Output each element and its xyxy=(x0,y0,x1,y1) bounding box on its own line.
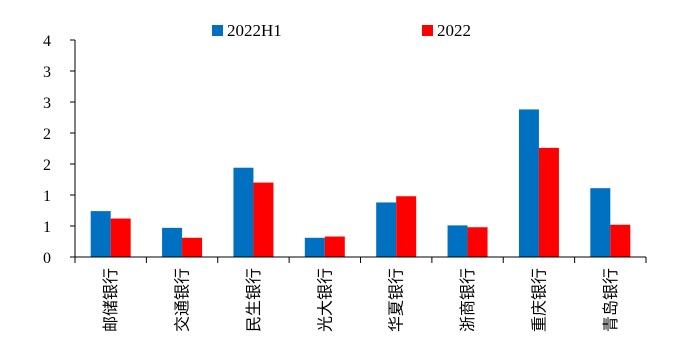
bar-2022-民生银行 xyxy=(253,182,274,257)
x-tick-label: 光大银行 xyxy=(315,268,334,332)
y-tick-label: 2 xyxy=(43,157,51,174)
y-tick-label: 2 xyxy=(43,126,51,143)
y-tick-label: 3 xyxy=(43,64,51,81)
y-tick-label: 0 xyxy=(43,250,51,267)
bar-2022-交通银行 xyxy=(182,237,203,257)
x-tick-label: 邮储银行 xyxy=(101,268,120,332)
y-tick-label: 3 xyxy=(43,95,51,112)
legend-label: 2022H1 xyxy=(227,21,282,40)
bar-2022-邮储银行 xyxy=(110,218,131,257)
x-tick-label: 民生银行 xyxy=(244,268,263,332)
bar-2022H1-青岛银行 xyxy=(590,188,611,257)
bar-2022H1-光大银行 xyxy=(304,237,325,257)
bar-2022-重庆银行 xyxy=(538,147,559,257)
legend-swatch xyxy=(212,25,223,36)
x-tick-label: 华夏银行 xyxy=(387,268,406,332)
bar-2022H1-邮储银行 xyxy=(90,211,111,257)
x-tick-label: 重庆银行 xyxy=(529,268,548,332)
legend: 2022H1 2022 xyxy=(212,21,471,40)
y-tick-label: 1 xyxy=(43,188,51,205)
bar-2022-光大银行 xyxy=(324,236,345,257)
bar-2022H1-浙商银行 xyxy=(447,225,468,257)
legend-swatch xyxy=(422,25,433,36)
x-tick-label: 交通银行 xyxy=(173,268,192,332)
x-tick-label: 浙商银行 xyxy=(458,268,477,332)
y-tick-label: 4 xyxy=(43,33,51,50)
bar-2022H1-重庆银行 xyxy=(518,109,539,257)
bar-2022H1-民生银行 xyxy=(233,167,254,257)
x-axis: 邮储银行 交通银行 民生银行 光大银行 华夏银行 浙商银行 重庆银行 青岛银行 xyxy=(74,256,647,332)
bar-2022-华夏银行 xyxy=(396,196,417,257)
bar-2022H1-交通银行 xyxy=(162,227,183,257)
bar-2022H1-华夏银行 xyxy=(376,202,397,257)
bar-2022-浙商银行 xyxy=(467,227,488,257)
bars xyxy=(90,109,631,257)
bar-2022-青岛银行 xyxy=(610,224,631,257)
y-axis: 0 1 1 2 2 3 3 4 xyxy=(43,33,76,267)
x-tick-label: 青岛银行 xyxy=(601,268,620,332)
legend-label: 2022 xyxy=(437,21,471,40)
y-tick-label: 1 xyxy=(43,219,51,236)
